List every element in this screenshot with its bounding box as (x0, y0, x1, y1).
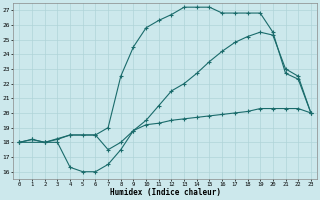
X-axis label: Humidex (Indice chaleur): Humidex (Indice chaleur) (110, 188, 220, 197)
